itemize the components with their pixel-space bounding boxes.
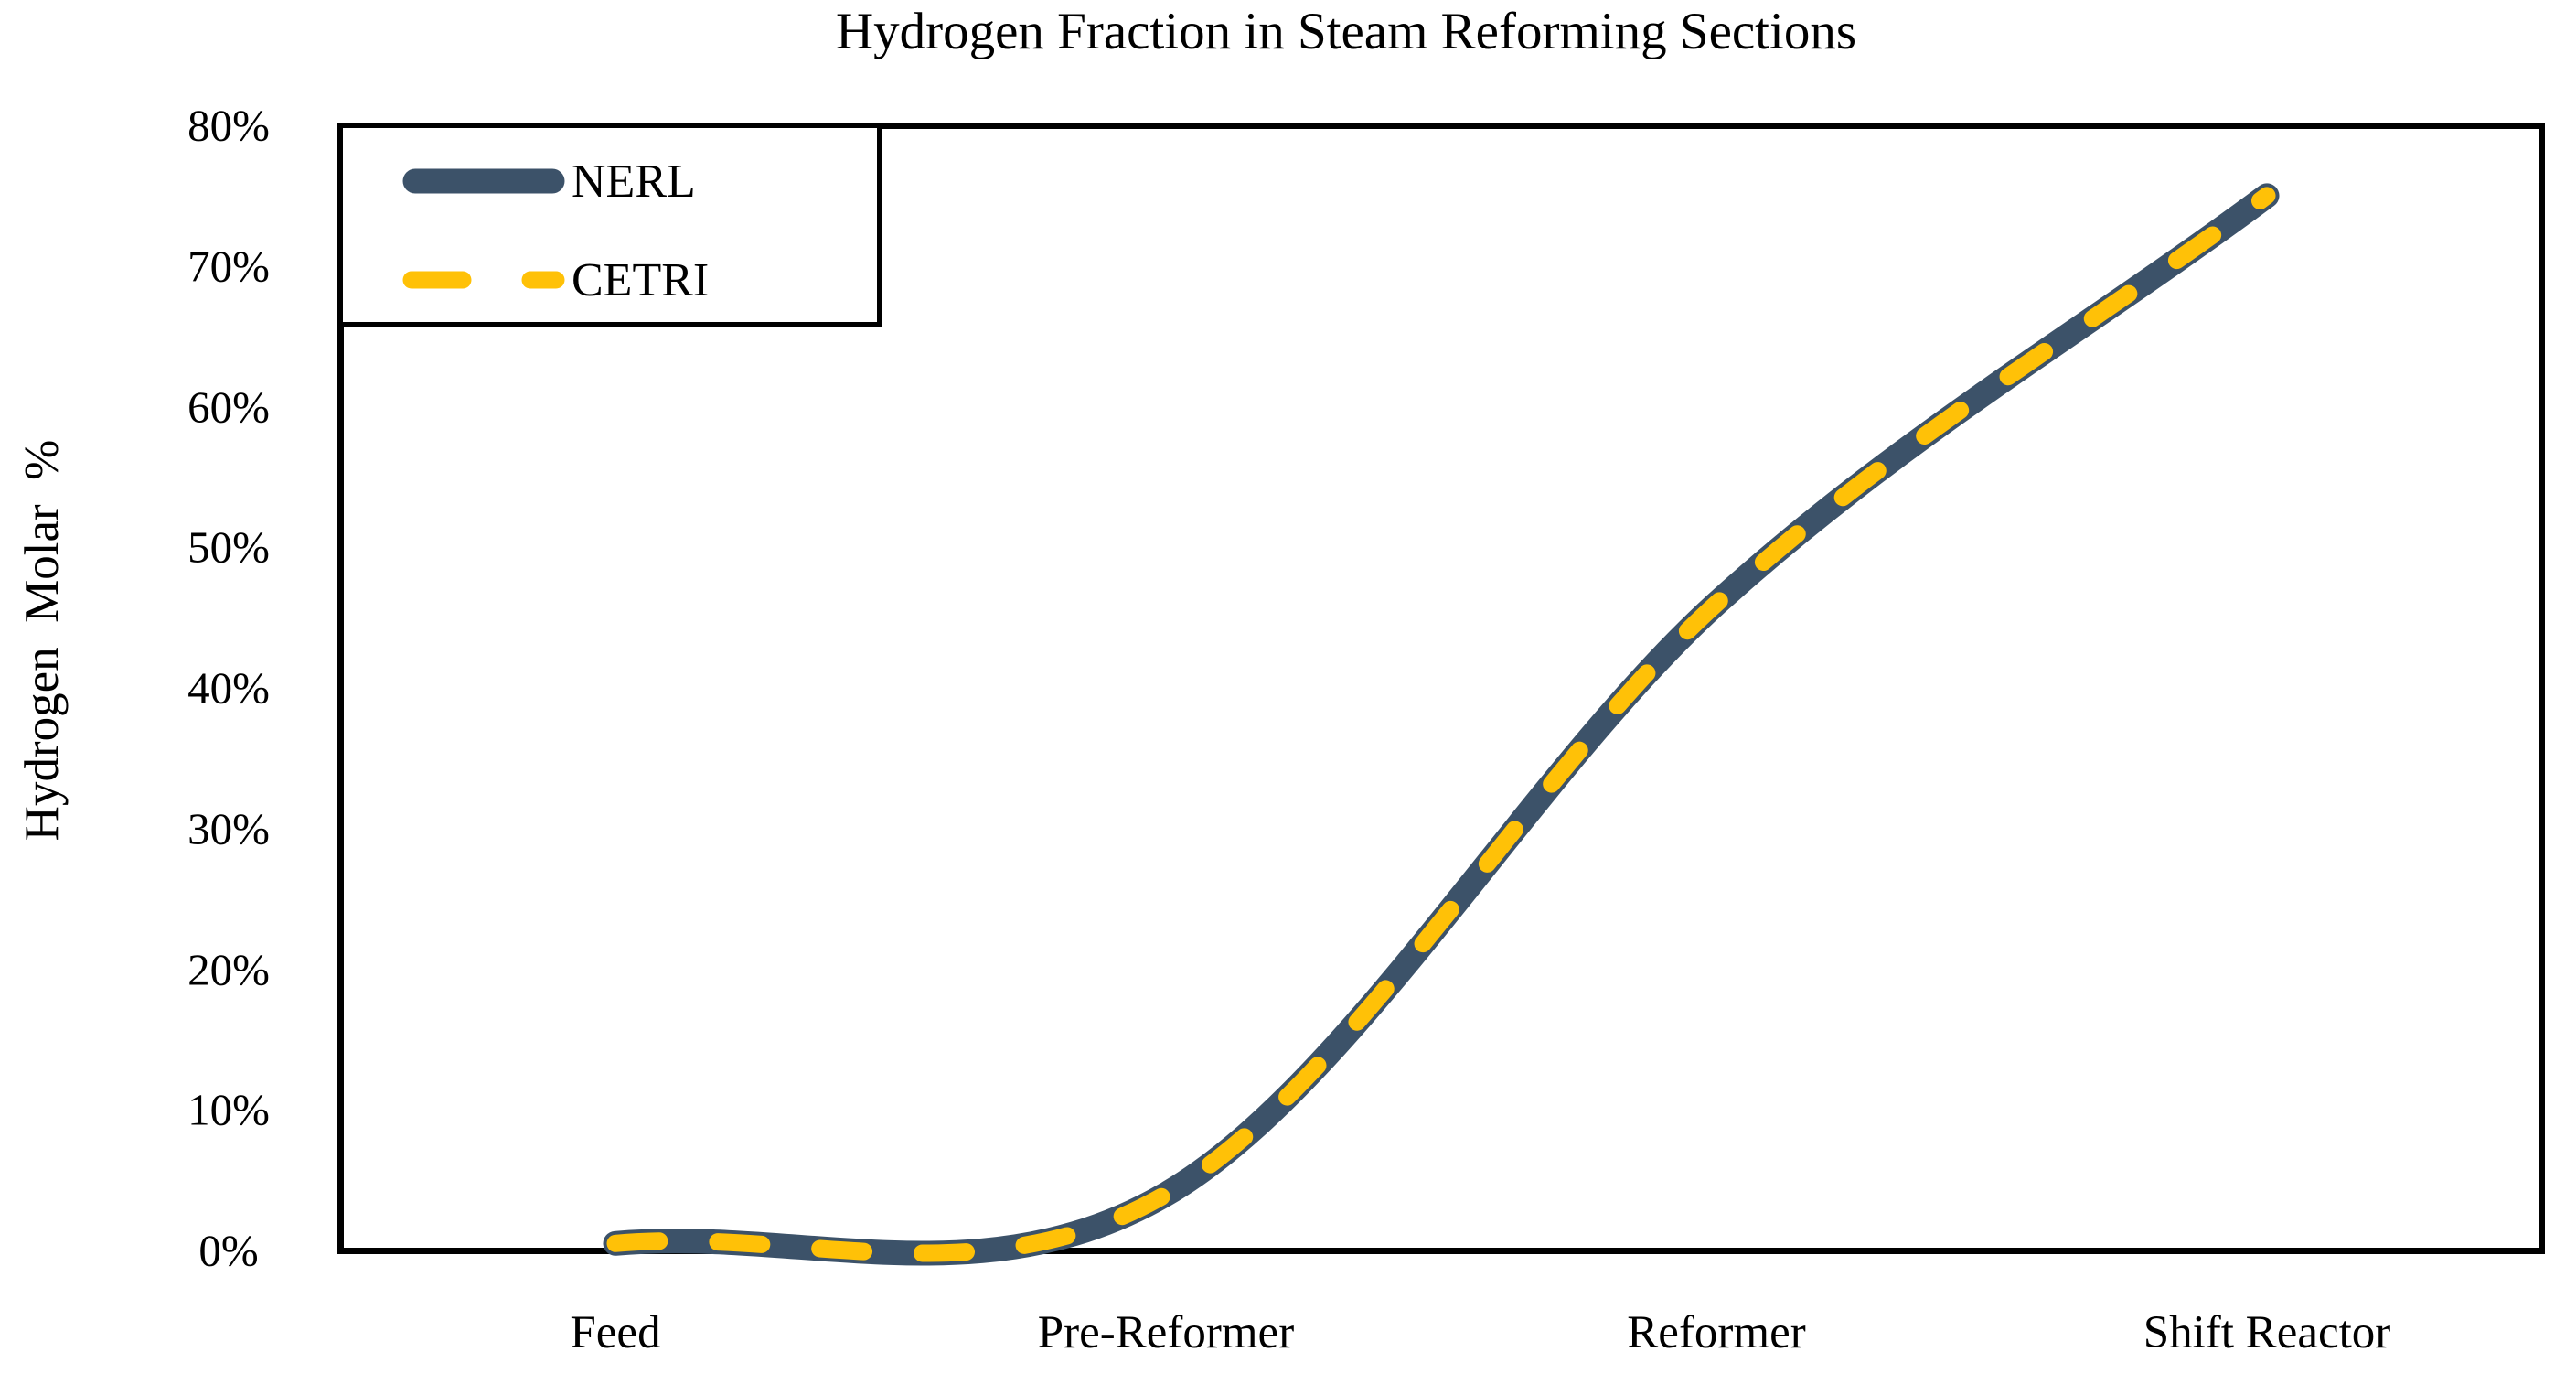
y-tick-label: 20%: [187, 944, 270, 994]
y-tick-label: 60%: [187, 381, 270, 432]
legend: NERL CETRI: [337, 123, 882, 327]
legend-item-nerl: NERL: [401, 152, 696, 210]
y-tick-label: 40%: [187, 662, 270, 714]
legend-label-cetri: CETRI: [572, 253, 710, 306]
y-tick-label: 70%: [187, 241, 270, 292]
x-category-label: Feed: [570, 1307, 661, 1358]
y-tick-label: 30%: [187, 803, 270, 854]
y-tick-label: 80%: [187, 100, 270, 151]
legend-label-nerl: NERL: [572, 155, 696, 208]
cetri-line: [606, 187, 2276, 1262]
legend-item-cetri: CETRI: [401, 251, 709, 309]
y-tick-label: 0%: [198, 1225, 259, 1276]
y-tick-label: 10%: [187, 1084, 270, 1135]
y-tick-label: 50%: [187, 521, 270, 573]
nerl-legend-swatch: [402, 168, 565, 194]
x-category-label: Reformer: [1627, 1307, 1806, 1358]
x-category-label: Shift Reactor: [2143, 1307, 2391, 1358]
chart-title: Hydrogen Fraction in Steam Reforming Sec…: [835, 3, 1857, 60]
x-category-label: Pre-Reformer: [1037, 1307, 1295, 1358]
nerl-line: [603, 183, 2280, 1266]
cetri-legend-swatch: [402, 271, 565, 289]
